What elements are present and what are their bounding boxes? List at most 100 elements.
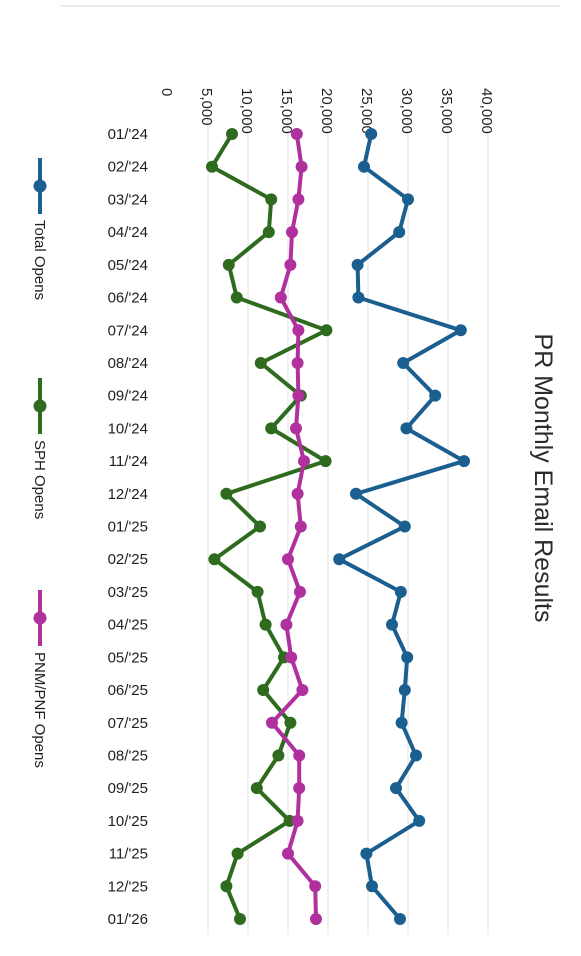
data-point — [390, 782, 402, 795]
data-point — [310, 913, 322, 925]
series-2 — [266, 128, 322, 925]
data-point — [231, 847, 244, 860]
data-point — [410, 749, 422, 762]
category-tick-label: 06/'24 — [108, 290, 148, 307]
data-point — [290, 128, 303, 140]
data-point — [293, 782, 306, 795]
data-point — [320, 324, 333, 337]
data-point — [398, 684, 411, 697]
data-point — [257, 684, 270, 697]
category-tick-label: 12/'24 — [108, 486, 148, 503]
data-point — [291, 356, 304, 369]
data-point — [251, 585, 264, 598]
category-axis-ticks: 01/'24 02/'24 03/'24 04/'24 05/'24 06/'24 07/'… — [108, 126, 148, 928]
gridlines — [207, 118, 489, 935]
category-tick-label: 08/'24 — [108, 355, 148, 372]
data-point — [282, 553, 294, 566]
value-tick-label: 0 — [158, 88, 175, 96]
data-point — [351, 258, 364, 271]
series-layer — [206, 128, 470, 925]
chart-title: PR Monthly Email Results — [529, 334, 557, 623]
category-tick-label: 11/'24 — [109, 453, 148, 470]
data-point — [398, 520, 411, 533]
data-point — [254, 520, 266, 533]
category-tick-label: 01/'25 — [108, 519, 148, 536]
data-point — [366, 880, 378, 893]
legend-item: SPH Opens — [31, 378, 48, 519]
category-tick-label: 04/'25 — [108, 617, 148, 634]
category-tick-label: 01/'24 — [108, 126, 148, 143]
category-tick-label: 03/'25 — [108, 584, 148, 601]
data-point — [291, 487, 304, 500]
value-axis-ticks: 0 5,000 10,000 15,000 20,000 25,000 30,000 35,0… — [158, 88, 495, 134]
data-point — [230, 291, 243, 304]
data-point — [294, 520, 307, 533]
data-point — [208, 553, 221, 566]
data-point — [265, 422, 278, 435]
series-line — [270, 132, 318, 921]
value-tick-label: 25,000 — [358, 88, 375, 134]
data-point — [295, 160, 308, 173]
data-point — [393, 226, 406, 239]
category-tick-label: 05/'24 — [108, 257, 148, 274]
category-tick-label: 10/'25 — [108, 813, 148, 830]
data-point — [333, 553, 346, 566]
series-0 — [333, 128, 470, 925]
data-point — [298, 455, 310, 468]
category-tick-label: 05/'25 — [108, 649, 148, 666]
category-tick-label: 04/'24 — [108, 224, 148, 241]
data-point — [280, 618, 293, 631]
data-point — [413, 814, 426, 827]
data-point — [394, 585, 407, 598]
data-point — [319, 455, 332, 468]
category-tick-label: 11/'25 — [109, 846, 148, 863]
legend-swatch-marker — [33, 611, 47, 625]
data-point — [284, 258, 297, 271]
data-point — [293, 749, 306, 762]
data-point — [309, 880, 322, 893]
data-point — [226, 128, 238, 140]
value-tick-label: 35,000 — [438, 88, 455, 134]
data-point — [294, 585, 306, 598]
data-point — [402, 193, 414, 206]
legend-label: PNM/PNF Opens — [31, 652, 48, 768]
data-point — [266, 716, 278, 729]
data-point — [286, 226, 298, 239]
value-tick-label: 15,000 — [278, 88, 295, 134]
data-point — [262, 226, 275, 239]
data-point — [365, 128, 378, 140]
legend-label: SPH Opens — [31, 440, 48, 519]
data-point — [400, 422, 413, 435]
data-point — [250, 782, 263, 795]
series-1 — [206, 128, 333, 925]
category-tick-label: 09/'24 — [108, 388, 148, 405]
category-tick-label: 02/'25 — [108, 551, 148, 568]
data-point — [285, 651, 298, 664]
data-point — [352, 291, 365, 304]
data-point — [454, 324, 467, 337]
data-point — [220, 880, 233, 893]
value-tick-label: 10,000 — [238, 88, 255, 134]
category-tick-label: 07/'25 — [108, 715, 148, 732]
data-point — [292, 193, 305, 206]
category-tick-label: 01/'26 — [108, 911, 148, 928]
data-point — [292, 324, 305, 337]
category-tick-label: 09/'25 — [108, 780, 148, 797]
data-point — [386, 618, 398, 631]
category-tick-label: 12/'25 — [108, 878, 148, 895]
data-point — [222, 258, 235, 271]
value-tick-label: 20,000 — [318, 88, 335, 134]
data-point — [291, 814, 304, 827]
data-point — [296, 684, 309, 697]
category-tick-label: 06/'25 — [108, 682, 148, 699]
legend: Total Opens SPH Opens PNM/PNF Opens — [31, 158, 48, 768]
data-point — [350, 487, 362, 500]
data-point — [358, 160, 370, 173]
data-point — [360, 847, 373, 860]
data-point — [292, 389, 305, 402]
data-point — [394, 913, 406, 925]
legend-item: Total Opens — [31, 158, 48, 300]
data-point — [429, 389, 442, 402]
data-point — [254, 356, 267, 369]
